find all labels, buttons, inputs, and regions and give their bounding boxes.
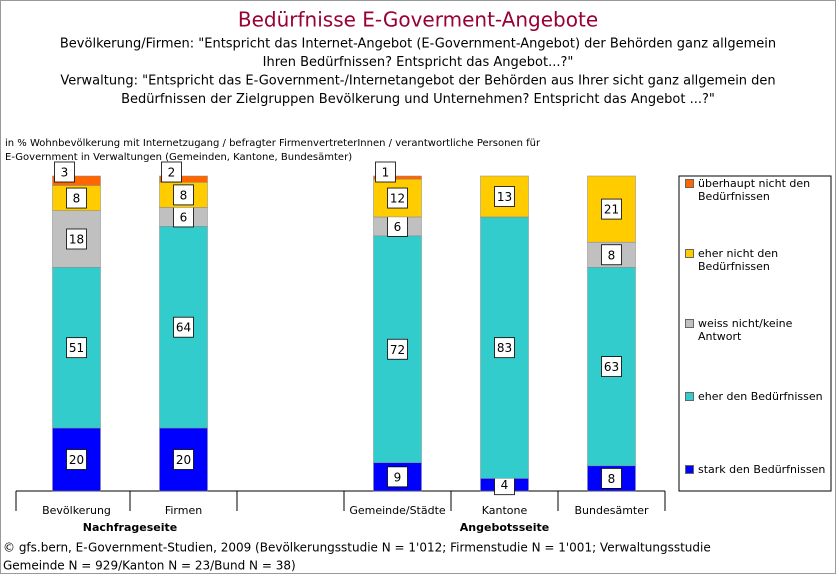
x-tick-label: Bevölkerung	[42, 504, 111, 517]
label-box	[601, 244, 622, 266]
legend-swatch	[685, 465, 694, 474]
data-label: 12	[390, 192, 405, 206]
legend-item: überhaupt nicht den Bedürfnissen	[685, 177, 827, 203]
legend-item: stark den Bedürfnissen	[685, 463, 827, 476]
x-tick-label: Kantone	[482, 504, 528, 517]
data-label: 8	[73, 192, 81, 206]
group-label: Nachfrageseite	[83, 521, 177, 534]
label-box	[387, 466, 408, 488]
data-label: 9	[394, 470, 402, 484]
note: in % Wohnbevölkerung mit Internetzugang …	[5, 138, 541, 149]
label-box	[66, 449, 87, 470]
label-box	[54, 161, 75, 183]
label-box	[494, 337, 515, 359]
legend-label: weiss nicht/keine Antwort	[698, 317, 793, 343]
legend-label: eher den Bedürfnissen	[698, 390, 823, 403]
data-label: 18	[69, 233, 84, 247]
data-label: 8	[608, 472, 616, 486]
legend-swatch	[685, 179, 694, 188]
bar-segment	[52, 175, 101, 186]
bar-segment	[159, 175, 208, 183]
legend-swatch	[685, 249, 694, 258]
source: Gemeinde N = 929/Kanton N = 23/Bund N = …	[3, 559, 296, 573]
label-box	[375, 161, 396, 183]
data-label: 3	[61, 166, 69, 180]
label-box	[601, 198, 622, 220]
legend-box	[678, 175, 832, 492]
data-label: 8	[180, 188, 188, 202]
label-box	[387, 187, 408, 209]
data-label: 20	[69, 453, 84, 467]
data-label: 1	[382, 166, 390, 180]
x-tick-label: Firmen	[165, 504, 202, 517]
label-box	[601, 356, 622, 377]
bar-segment	[587, 267, 636, 467]
legend-swatch	[685, 392, 694, 401]
x-tick-label: Bundesämter	[574, 504, 649, 517]
data-label: 2	[168, 166, 176, 180]
source: © gfs.bern, E-Government-Studien, 2009 (…	[3, 541, 711, 555]
subtitle: Ihren Bedürfnissen? Entspricht das Angeb…	[263, 55, 574, 70]
legend-label: eher nicht den Bedürfnissen	[698, 247, 779, 273]
label-box	[173, 316, 194, 338]
label-box	[161, 161, 182, 183]
label-box	[173, 184, 194, 206]
subtitle: Verwaltung: "Entspricht das E-Government…	[60, 74, 775, 89]
group-label: Angebotsseite	[460, 521, 549, 534]
x-tick-label: Gemeinde/Städte	[349, 504, 446, 517]
data-label: 20	[176, 453, 191, 467]
label-box	[601, 467, 622, 489]
label-box	[494, 186, 515, 207]
label-box	[66, 228, 87, 250]
data-label: 51	[69, 341, 84, 355]
data-label: 6	[394, 220, 402, 234]
label-box	[387, 338, 408, 360]
subtitle: Bedürfnissen der Zielgruppen Bevölkerung…	[121, 92, 715, 107]
legend-item: eher nicht den Bedürfnissen	[685, 247, 827, 273]
label-box	[173, 449, 194, 470]
legend-item: eher den Bedürfnissen	[685, 390, 827, 403]
data-label: 4	[501, 478, 509, 492]
data-label: 8	[608, 248, 616, 262]
legend-label: überhaupt nicht den Bedürfnissen	[698, 177, 811, 203]
bar-segment	[373, 175, 422, 180]
label-box	[66, 337, 87, 359]
data-label: 13	[497, 190, 512, 204]
note: E-Government in Verwaltungen (Gemeinden,…	[5, 152, 352, 163]
data-label: 6	[180, 210, 188, 224]
data-label: 72	[390, 343, 405, 357]
legend-swatch	[685, 319, 694, 328]
label-box	[66, 187, 87, 209]
data-label: 21	[604, 203, 619, 217]
data-label: 83	[497, 341, 512, 355]
subtitle: Bevölkerung/Firmen: "Entspricht das Inte…	[60, 37, 776, 52]
chart-title: Bedürfnisse E-Goverment-Angebote	[238, 8, 598, 32]
data-label: 63	[604, 360, 619, 374]
data-label: 64	[176, 321, 191, 335]
legend-label: stark den Bedürfnissen	[698, 463, 826, 476]
legend-item: weiss nicht/keine Antwort	[685, 317, 827, 343]
